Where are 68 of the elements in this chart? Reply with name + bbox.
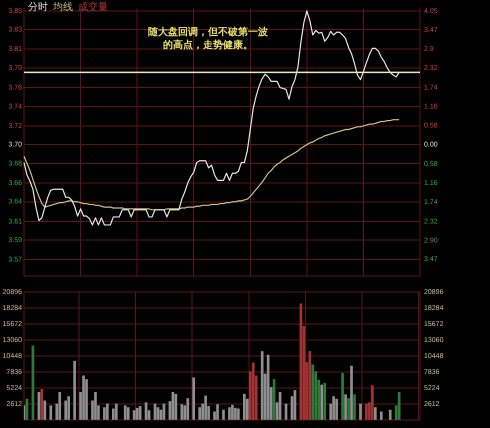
bar [138,406,142,420]
bar [94,392,97,420]
bar [231,404,234,420]
bar [172,392,174,420]
bar [284,404,288,420]
bar [154,404,156,420]
bar [82,376,85,420]
bar [237,408,240,420]
bar [38,392,40,420]
bar [234,408,237,420]
bar [359,404,362,420]
text: 均线 [53,2,73,13]
bar [44,400,46,420]
bar [32,346,34,420]
bar [252,362,255,420]
bar [186,398,190,420]
bar [308,351,312,420]
text: 分时 [28,2,48,13]
bar [216,404,219,420]
bar [64,400,68,420]
bar [40,388,44,420]
bar [243,394,246,420]
bar [85,379,88,420]
bar [332,396,335,420]
text: 成交量 [78,2,108,13]
bar [156,407,160,420]
bar [26,398,28,420]
bar [106,404,109,420]
bar [353,394,356,420]
bar [49,405,52,420]
bar [300,303,302,420]
bar [272,379,276,420]
bar [58,392,62,420]
annotation: 随大盘回调，但不破第一波的高点，走势健康。 [147,26,269,52]
bar [388,410,392,420]
bar [294,390,296,420]
bar [174,394,178,420]
bar [103,407,106,420]
bar [228,407,231,420]
bar [347,398,350,420]
bar [350,366,353,420]
bar [222,410,225,420]
bar [198,407,201,420]
bar [344,394,347,420]
bar [114,404,118,420]
bar [162,404,166,420]
bar [73,360,76,420]
bar [260,351,264,420]
bar [365,404,368,420]
bar [371,385,374,420]
bar [266,354,270,420]
bar [126,407,130,420]
bar [341,373,344,420]
bar [144,402,148,420]
bar [398,392,400,420]
bar [204,396,207,420]
bar [278,392,282,420]
bar [67,396,70,420]
bar [320,384,324,420]
bar [374,407,377,420]
bar [380,412,383,420]
bar [180,404,184,420]
bar [192,377,196,420]
bar [136,408,138,420]
bar [335,398,338,420]
bar [323,382,326,420]
bar [124,405,127,420]
bar [311,364,314,420]
